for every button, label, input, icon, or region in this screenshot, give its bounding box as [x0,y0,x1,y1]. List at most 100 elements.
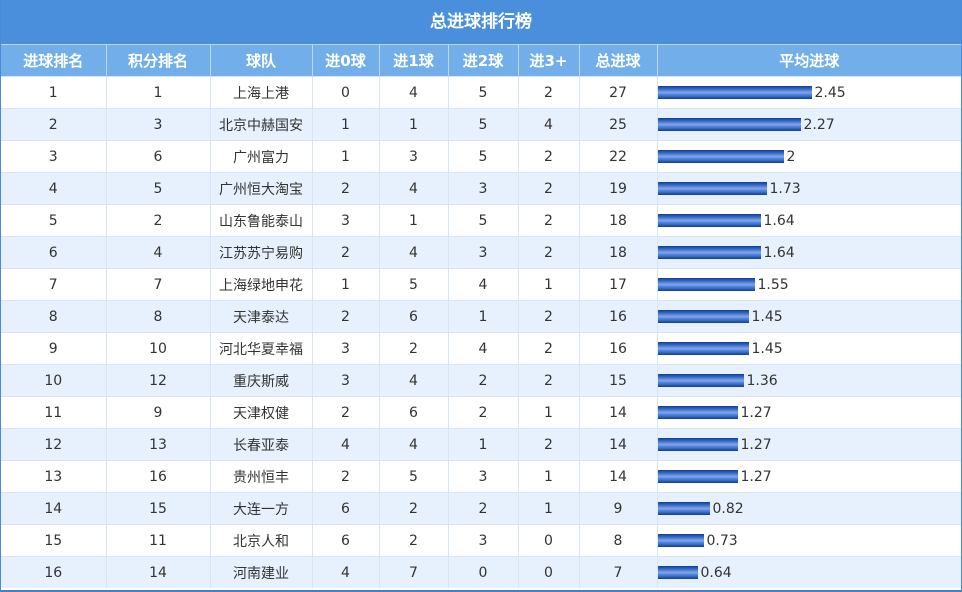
avg-goals-bar [657,534,704,547]
one-goal-games-cell: 3 [379,140,449,173]
goal-rank-cell: 6 [1,236,107,269]
total-goals-cell: 9 [579,492,658,525]
team-name-cell: 山东鲁能泰山 [210,204,313,237]
avg-goals-cell: 1.55 [657,268,961,301]
avg-goals-value: 1.73 [769,180,801,197]
header-3plus-goals: 进3+ [518,45,580,77]
avg-goals-cell: 1.27 [657,428,961,461]
one-goal-games-cell: 4 [379,428,449,461]
total-goals-cell: 8 [579,524,658,557]
one-goal-games-cell: 7 [379,556,449,588]
points-rank-cell: 2 [106,204,211,237]
points-rank-cell: 9 [106,396,211,429]
three-plus-goal-games-cell: 2 [518,204,580,237]
zero-goal-games-cell: 1 [312,268,380,301]
goal-rank-cell: 12 [1,428,107,461]
three-plus-goal-games-cell: 2 [518,172,580,205]
zero-goal-games-cell: 0 [312,76,380,109]
avg-goals-bar-container: 1.73 [657,173,962,204]
one-goal-games-cell: 4 [379,172,449,205]
team-name-cell: 天津权健 [210,396,313,429]
avg-goals-value: 1.64 [763,212,795,229]
avg-goals-cell: 2.27 [657,108,961,141]
team-name-cell: 长春亚泰 [210,428,313,461]
zero-goal-games-cell: 3 [312,204,380,237]
points-rank-cell: 14 [106,556,211,588]
two-goal-games-cell: 5 [448,76,519,109]
header-points-rank: 积分排名 [106,45,211,77]
two-goal-games-cell: 1 [448,300,519,333]
team-name-cell: 北京中赫国安 [210,108,313,141]
team-name-cell: 广州恒大淘宝 [210,172,313,205]
goal-rank-cell: 9 [1,332,107,365]
avg-goals-bar [657,310,749,323]
table-row: 6 4 江苏苏宁易购 2 4 3 2 18 1.64 [1,236,961,269]
header-row: 进球排名 积分排名 球队 进0球 进1球 进2球 进3+ 总进球 平均进球 [1,45,961,77]
table-row: 3 6 广州富力 1 3 5 2 22 2 [1,140,962,173]
total-goals-cell: 18 [579,204,658,237]
avg-goals-cell: 1.27 [657,396,961,429]
table-row: 1 1 上海上港 0 4 5 2 27 2.45 [1,76,961,109]
total-goals-cell: 25 [579,108,658,141]
header-0-goals: 进0球 [312,45,380,77]
zero-goal-games-cell: 6 [312,524,380,557]
two-goal-games-cell: 2 [448,364,519,397]
avg-goals-cell: 1.64 [657,236,961,269]
avg-goals-bar-container: 1.64 [657,205,962,236]
avg-goals-value: 2 [786,148,796,165]
zero-goal-games-cell: 2 [312,300,380,333]
avg-goals-bar [657,406,738,419]
points-rank-cell: 6 [106,140,211,173]
avg-goals-bar [657,246,761,259]
two-goal-games-cell: 5 [448,108,519,141]
zero-goal-games-cell: 4 [312,428,380,461]
table-row: 9 10 河北华夏幸福 3 2 4 2 16 1.45 [1,332,961,365]
two-goal-games-cell: 5 [448,140,519,173]
three-plus-goal-games-cell: 1 [518,460,580,493]
avg-goals-value: 1.55 [757,276,789,293]
avg-goals-cell: 1.45 [657,332,961,365]
goal-rank-cell: 13 [1,460,107,493]
avg-goals-bar-container: 0.64 [657,557,962,588]
three-plus-goal-games-cell: 2 [518,428,580,461]
goal-rank-cell: 7 [1,268,107,301]
total-goals-cell: 17 [579,268,658,301]
avg-goals-cell: 0.73 [657,524,961,557]
team-name-cell: 大连一方 [210,492,313,525]
avg-goals-value: 1.45 [751,308,783,325]
avg-goals-bar [657,566,698,579]
avg-goals-bar [657,278,755,291]
avg-goals-cell: 0.64 [657,556,962,588]
total-goals-cell: 14 [579,396,658,429]
points-rank-cell: 4 [106,236,211,269]
zero-goal-games-cell: 3 [312,332,380,365]
two-goal-games-cell: 1 [448,428,519,461]
table-row: 5 2 山东鲁能泰山 3 1 5 2 18 1.64 [1,204,962,237]
goal-rank-cell: 3 [1,140,107,173]
table-row: 15 11 北京人和 6 2 3 0 8 0.73 [1,524,961,557]
avg-goals-bar [657,470,738,483]
avg-goals-value: 0.73 [706,532,738,549]
avg-goals-value: 1.45 [751,340,783,357]
team-name-cell: 天津泰达 [210,300,313,333]
table-row: 10 12 重庆斯威 3 4 2 2 15 1.36 [1,364,961,397]
header-goal-rank: 进球排名 [1,45,107,77]
avg-goals-bar-container: 2 [657,141,962,172]
zero-goal-games-cell: 6 [312,492,380,525]
one-goal-games-cell: 5 [379,460,449,493]
avg-goals-bar-container: 1.27 [657,461,962,492]
goal-rank-cell: 2 [1,108,107,141]
avg-goals-bar [657,118,801,131]
team-name-cell: 重庆斯威 [210,364,313,397]
two-goal-games-cell: 2 [448,492,519,525]
points-rank-cell: 8 [106,300,211,333]
table-title: 总进球排行榜 [1,0,961,45]
header-team: 球队 [210,45,313,77]
three-plus-goal-games-cell: 1 [518,492,580,525]
goal-rank-cell: 5 [1,204,107,237]
total-goals-cell: 19 [579,172,658,205]
total-goals-cell: 22 [579,140,658,173]
avg-goals-value: 0.64 [700,564,732,581]
avg-goals-value: 2.45 [814,84,846,101]
